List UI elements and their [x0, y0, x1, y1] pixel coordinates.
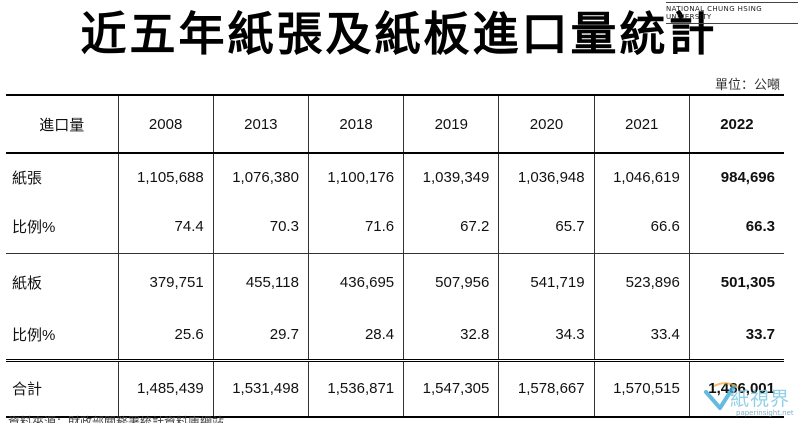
table-cell: 1,036,948 [498, 153, 595, 201]
table-cell: 436,695 [307, 252, 404, 311]
row-label: 比例% [12, 327, 56, 345]
table-cell: 33.7 [688, 311, 784, 360]
table-cell: 1,486,001 [688, 358, 784, 418]
table-row-paper-ratio: 比例% 74.4 70.3 71.6 67.2 65.7 66.6 66.3 [6, 201, 784, 253]
university-logo: NATIONAL CHUNG HSING UNIVERSITY [666, 2, 798, 24]
table-cell: 1,536,871 [307, 358, 404, 418]
row-label: 紙張 [12, 170, 43, 187]
table-header-row: 進口量 2008 2013 2018 2019 2020 2021 2022 [6, 94, 784, 154]
table-cell: 1,578,667 [498, 358, 595, 418]
table-cell: 379,751 [117, 252, 214, 311]
row-label: 紙板 [6, 252, 118, 311]
table-cell: 71.6 [307, 201, 404, 253]
table-cell: 984,696 [688, 153, 784, 201]
header-year-2020: 2020 [498, 94, 595, 154]
table-cell: 1,046,619 [593, 153, 690, 201]
table-cell: 25.6 [117, 311, 214, 360]
table-cell: 501,305 [688, 252, 784, 311]
table-cell: 66.3 [688, 201, 784, 253]
import-volume-table: 進口量 2008 2013 2018 2019 2020 2021 2022 紙… [6, 94, 784, 418]
row-label: 比例% [12, 219, 56, 237]
table-cell: 28.4 [307, 311, 404, 360]
table-cell: 67.2 [403, 201, 499, 253]
header-year-2019: 2019 [403, 94, 499, 154]
table-cell: 541,719 [498, 252, 595, 311]
table-cell: 70.3 [212, 201, 309, 253]
table-cell: 455,118 [212, 252, 309, 311]
watermark-logo-icon [704, 382, 739, 410]
table-cell: 1,485,439 [117, 358, 214, 418]
table-cell: 1,100,176 [307, 153, 404, 201]
header-year-2022: 2022 [688, 94, 784, 154]
header-year-2008: 2008 [117, 94, 214, 154]
table-cell: 66.6 [593, 201, 690, 253]
page-title: 近五年紙張及紙板進口量統計 [80, 7, 718, 61]
header-year-2021: 2021 [593, 94, 690, 154]
table-cell: 1,039,349 [403, 153, 499, 201]
header-row-label: 進口量 [6, 94, 118, 154]
watermark-text: 紙視界 [730, 388, 791, 410]
header-year-2018: 2018 [307, 94, 404, 154]
source-note: 資料來源：財政部關務署統計資料庫網站 [8, 415, 225, 423]
table-cell: 33.4 [593, 311, 690, 360]
table-cell: 1,547,305 [403, 358, 499, 418]
unit-label: 單位：公噸 [714, 78, 780, 93]
table-cell: 34.3 [498, 311, 595, 360]
watermark-url: paperinsight.net [736, 409, 794, 417]
table-cell: 65.7 [498, 201, 595, 253]
table-row-paperboard-ratio: 比例% 25.6 29.7 28.4 32.8 34.3 33.4 33.7 [6, 311, 784, 360]
table-cell: 1,105,688 [117, 153, 214, 201]
header-year-2013: 2013 [212, 94, 309, 154]
table-cell: 32.8 [403, 311, 499, 360]
table-cell: 523,896 [593, 252, 690, 311]
row-label: 合計 [6, 358, 118, 418]
table-cell: 1,076,380 [212, 153, 309, 201]
table-row-paperboard: 紙板 379,751 455,118 436,695 507,956 541,7… [6, 252, 784, 311]
table-cell: 507,956 [403, 252, 499, 311]
table-cell: 29.7 [212, 311, 309, 360]
table-cell: 1,570,515 [593, 358, 690, 418]
table-row-total: 合計 1,485,439 1,531,498 1,536,871 1,547,3… [6, 358, 784, 418]
table-row-paper: 紙張 1,105,688 1,076,380 1,100,176 1,039,3… [6, 153, 784, 201]
table-cell: 1,531,498 [212, 358, 309, 418]
table-cell: 74.4 [117, 201, 214, 253]
